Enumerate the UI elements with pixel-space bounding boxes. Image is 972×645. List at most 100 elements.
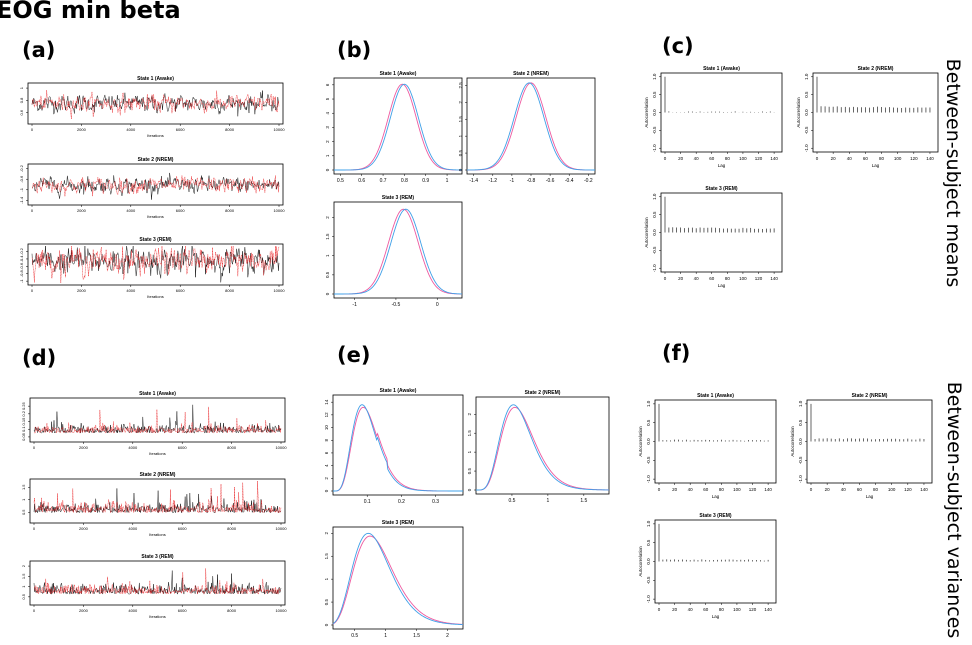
c-xtick-label-1-7: 140	[926, 156, 934, 161]
e-ytick-label-0-1: 2	[324, 477, 329, 480]
f-xtick-label-0-1: 20	[672, 487, 678, 492]
b-xtick-label-0-3: 0.8	[401, 178, 408, 184]
f-ytick-label-2-3: 0.5	[646, 539, 651, 546]
e-ytick-label-0-3: 6	[324, 451, 329, 454]
d-ytick-label-2-1: 1	[21, 585, 26, 588]
e-ytick-label-2-1: 0.5	[324, 598, 329, 605]
c-xtick-label-0-2: 40	[694, 156, 700, 161]
a-title-1: State 2 (NREM)	[138, 157, 174, 163]
b-ytick-label-2-0: 0	[325, 292, 330, 295]
a-title-2: State 3 (REM)	[139, 237, 172, 243]
b-ytick-label-0-5: 5	[325, 97, 330, 100]
f-ytick-label-1-0: -1.0	[798, 475, 803, 483]
b-ytick-label-0-6: 6	[325, 83, 330, 86]
b-ytick-label-1-0: 0	[458, 168, 463, 171]
f-xtick-label-2-4: 80	[719, 607, 725, 612]
f-xlabel-1: Lag	[866, 494, 874, 499]
e-ytick-label-2-3: 1.5	[324, 553, 329, 560]
c-ytick-label-2-0: -1.0	[652, 264, 657, 272]
b-xtick-label-1-0: -1.4	[469, 178, 478, 184]
b-density-curve-2-1	[466, 82, 596, 171]
d-xtick-label-1-1: 2000	[79, 526, 89, 531]
b-ytick-label-1-5: 2.5	[458, 82, 463, 89]
f-plot-frame-1	[806, 399, 933, 484]
e-ytick-label-2-4: 2	[324, 532, 329, 535]
c-ytick-label-2-2: 0.0	[652, 229, 657, 236]
a-xtick-label-0-4: 8000	[225, 127, 235, 132]
a-ytick-label-2-3: -0.4	[19, 255, 24, 263]
c-ytick-label-0-1: -0.5	[652, 126, 657, 134]
c-xlabel-1: Lag	[872, 163, 880, 168]
e-xtick-label-0-0: 0.1	[364, 499, 371, 505]
d-trace-chain2-0	[33, 406, 282, 434]
a-xtick-label-0-5: 10000	[273, 127, 285, 132]
a-ytick-label-2-0: -1	[19, 279, 24, 283]
c-xtick-label-1-0: 0	[816, 156, 819, 161]
b-xtick-label-0-1: 0.6	[358, 178, 365, 184]
c-title-2: State 3 (REM)	[705, 186, 738, 192]
c-xtick-label-1-4: 80	[879, 156, 885, 161]
d-xtick-label-2-5: 10000	[275, 608, 287, 613]
panel-label-b: (b)	[337, 38, 372, 62]
e-ytick-label-2-0: 0	[324, 623, 329, 626]
c-title-0: State 1 (Awake)	[703, 66, 740, 72]
c-xtick-label-2-5: 100	[739, 276, 747, 281]
a-ytick-label-1-2: -0.6	[19, 175, 24, 183]
f-title-0: State 1 (Awake)	[697, 393, 734, 399]
e-density-curve-2-1	[476, 404, 610, 491]
f-ytick-label-0-4: 1.0	[646, 400, 651, 407]
d-ytick-label-2-2: 1.5	[21, 573, 26, 579]
f-ytick-label-1-3: 0.5	[798, 419, 803, 426]
f-ylabel-2: Autocorrelation	[638, 546, 643, 577]
a-trace-chain1-2	[31, 245, 280, 283]
c-xtick-label-0-0: 0	[664, 156, 667, 161]
a-xlabel-2: Iterations	[147, 294, 163, 299]
f-ytick-label-1-4: 1.0	[798, 400, 803, 407]
d-xtick-label-1-5: 10000	[275, 526, 287, 531]
b-ytick-label-0-1: 1	[325, 154, 330, 157]
b-density-curve-1-2	[334, 208, 463, 295]
b-xtick-label-1-5: -0.4	[565, 178, 574, 184]
a-trace-chain2-1	[31, 175, 280, 197]
b-xtick-label-1-4: -0.6	[546, 178, 555, 184]
c-xtick-label-2-7: 140	[770, 276, 778, 281]
c-ylabel-2: Autocorrelation	[644, 217, 649, 248]
c-xtick-label-0-3: 60	[709, 156, 715, 161]
a-title-0: State 1 (Awake)	[137, 76, 174, 82]
f-xtick-label-0-6: 120	[749, 487, 757, 492]
d-xtick-label-2-4: 8000	[227, 608, 237, 613]
a-xtick-label-1-0: 0	[31, 208, 34, 213]
b-xtick-label-2-1: -0.5	[392, 302, 401, 308]
a-ytick-label-0-1: 0.8	[19, 97, 24, 103]
b-xtick-label-1-3: -0.8	[527, 178, 536, 184]
a-xtick-label-2-2: 4000	[126, 288, 136, 293]
c-xtick-label-0-1: 20	[678, 156, 684, 161]
b-ytick-label-1-1: 0.5	[458, 149, 463, 156]
c-xtick-label-0-6: 120	[755, 156, 763, 161]
c-xtick-label-2-1: 20	[678, 276, 684, 281]
b-ytick-label-0-0: 0	[325, 168, 330, 171]
e-density-curve-1-1	[476, 406, 610, 491]
c-ytick-label-0-0: -1.0	[652, 144, 657, 152]
c-xtick-label-2-6: 120	[755, 276, 763, 281]
f-xtick-label-2-1: 20	[672, 607, 678, 612]
e-xtick-label-1-1: 1	[547, 498, 550, 504]
c-plot-frame-1	[812, 72, 939, 153]
f-plot-frame-2	[654, 519, 777, 604]
d-xtick-label-0-3: 6000	[178, 445, 188, 450]
a-xtick-label-1-4: 8000	[225, 208, 235, 213]
a-trace-chain1-1	[31, 172, 280, 200]
c-ytick-label-0-4: 1.0	[652, 73, 657, 80]
f-ytick-label-2-2: 0.0	[646, 558, 651, 565]
c-xtick-label-2-3: 60	[709, 276, 715, 281]
a-ytick-label-2-4: -0.2	[19, 247, 24, 255]
b-ytick-label-2-1: 0.5	[325, 271, 330, 278]
a-xtick-label-2-4: 8000	[225, 288, 235, 293]
e-title-1: State 2 (NREM)	[525, 390, 561, 396]
f-ylabel-1: Autocorrelation	[790, 426, 795, 457]
c-ytick-label-2-4: 1.0	[652, 193, 657, 200]
c-xtick-label-2-4: 80	[725, 276, 731, 281]
c-xtick-label-1-6: 120	[910, 156, 918, 161]
b-plot-frame-2	[333, 201, 463, 299]
d-xlabel-0: Iterations	[149, 451, 165, 456]
